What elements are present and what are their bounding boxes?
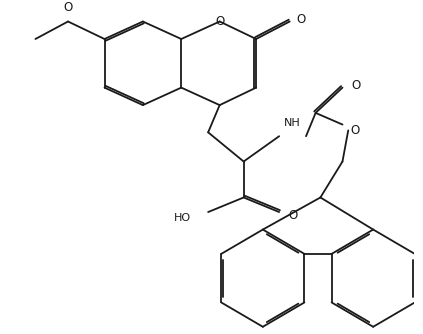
Text: HO: HO — [174, 213, 191, 223]
Text: O: O — [215, 15, 224, 28]
Text: O: O — [63, 1, 73, 14]
Text: NH: NH — [284, 118, 301, 128]
Text: O: O — [297, 13, 306, 26]
Text: O: O — [351, 79, 360, 92]
Text: O: O — [288, 209, 297, 222]
Text: O: O — [350, 124, 360, 137]
